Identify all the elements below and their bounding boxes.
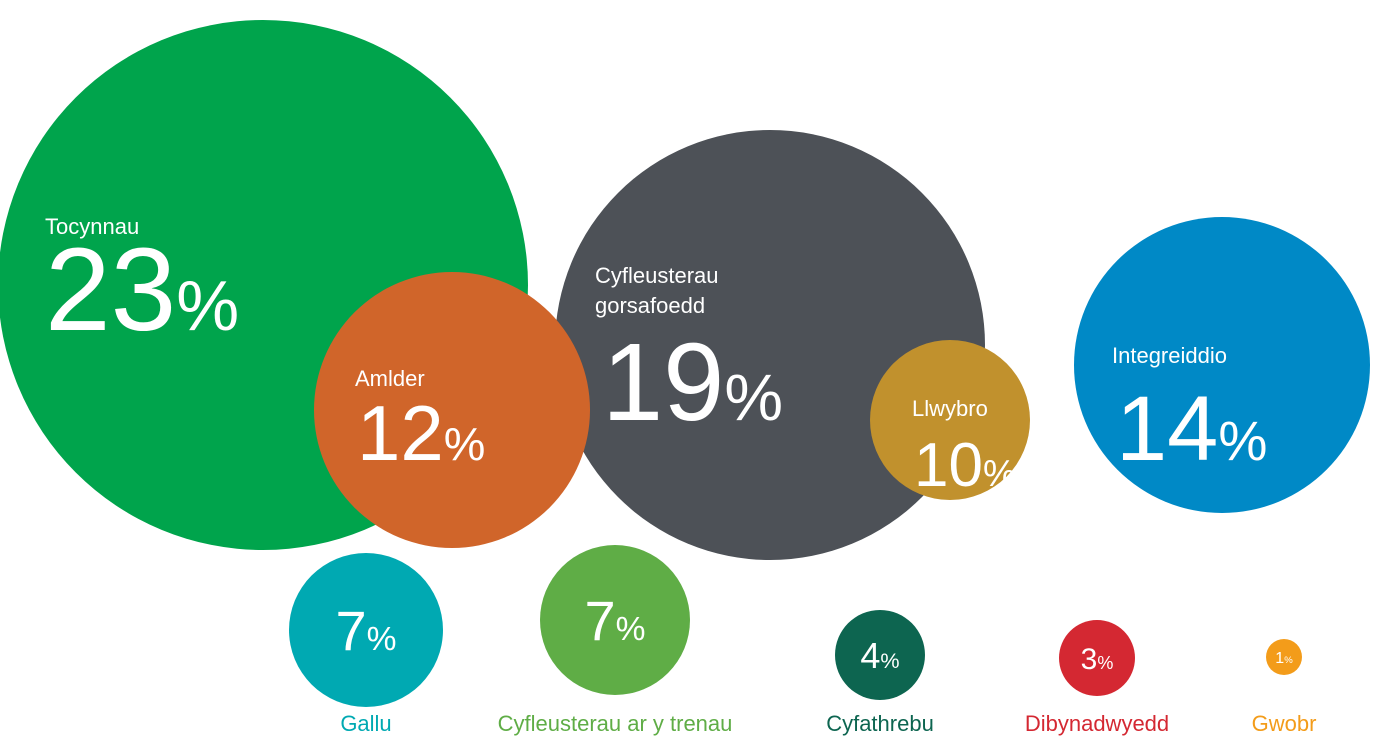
bubble <box>540 545 690 695</box>
value-number: 7 <box>584 589 615 652</box>
bubble-label: Integreiddio <box>1112 343 1227 368</box>
category-label: Cyfathrebu <box>826 711 934 736</box>
value-number: 19 <box>602 321 724 444</box>
value-label: 19% <box>602 321 783 444</box>
bubble-label-line: gorsafoedd <box>595 293 705 318</box>
value-label: 7% <box>335 599 396 662</box>
bubble <box>1266 639 1302 675</box>
value-number: 10 <box>914 431 983 500</box>
category-label: Dibynadwyedd <box>1025 711 1169 736</box>
bubble-label-line: Cyfleusterau <box>595 263 719 288</box>
value-unit: % <box>983 452 1016 494</box>
value-unit: % <box>880 648 899 673</box>
bubble <box>870 340 1030 500</box>
value-unit: % <box>444 418 486 470</box>
value-label: 12% <box>357 389 485 477</box>
value-unit: % <box>1218 410 1267 472</box>
value-unit: % <box>616 611 646 648</box>
category-label: Cyfleusterau ar y trenau <box>498 711 733 736</box>
value-unit: % <box>724 360 783 434</box>
value-label: 3% <box>1081 643 1114 676</box>
bubble-label: Amlder <box>355 366 425 391</box>
bubble <box>1074 217 1370 513</box>
value-unit: % <box>367 621 397 658</box>
value-label: 7% <box>584 589 645 652</box>
value-number: 1 <box>1275 650 1284 667</box>
value-label: 14% <box>1116 378 1267 480</box>
value-number: 12 <box>357 389 444 477</box>
bubble-label: Cyfleusterau gorsafoedd <box>595 263 719 318</box>
bubble-label: Llwybro <box>912 396 988 421</box>
category-label: Gwobr <box>1252 711 1317 736</box>
bubble-label: Tocynnau <box>45 214 139 239</box>
value-number: 14 <box>1116 378 1218 480</box>
value-number: 23 <box>45 224 176 356</box>
value-label: 1% <box>1275 650 1293 667</box>
value-label: 4% <box>860 635 899 676</box>
bubble <box>835 610 925 700</box>
value-number: 3 <box>1081 643 1098 676</box>
category-label: Gallu <box>340 711 391 736</box>
value-number: 7 <box>335 599 366 662</box>
value-unit: % <box>1097 653 1113 673</box>
value-unit: % <box>176 267 239 346</box>
value-label: 10% <box>914 431 1016 500</box>
value-number: 4 <box>860 635 880 676</box>
bubble <box>289 553 443 707</box>
value-label: 23% <box>45 224 239 356</box>
bubble <box>1059 620 1135 696</box>
bubble <box>314 272 590 548</box>
value-unit: % <box>1284 655 1293 666</box>
